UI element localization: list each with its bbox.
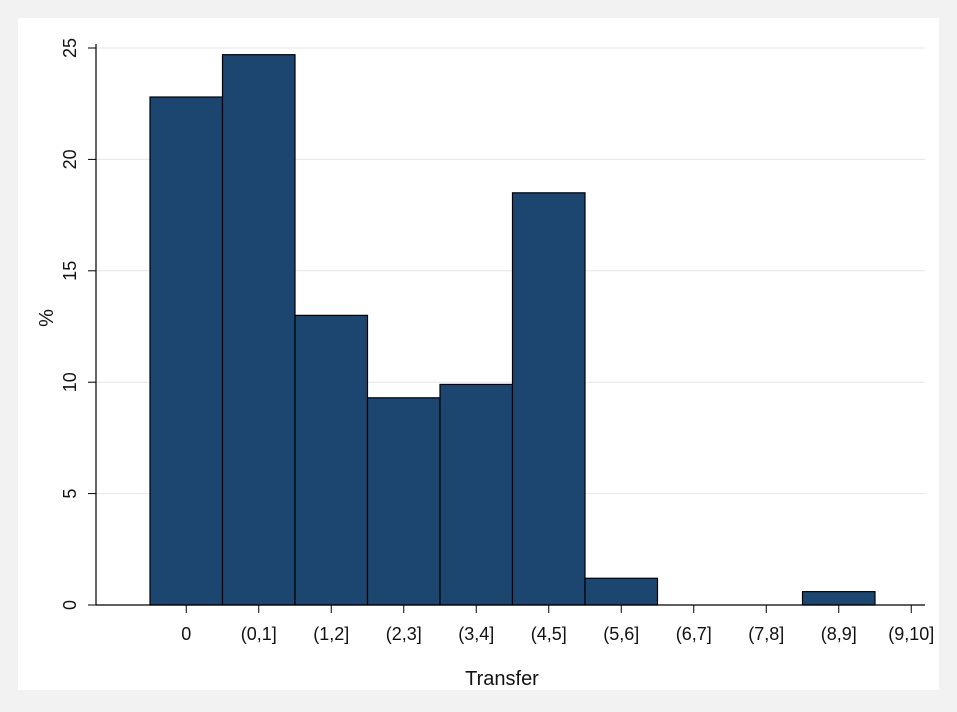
bar-5 xyxy=(511,192,586,606)
x-tick-label: (1,2] xyxy=(313,624,349,644)
bar-4 xyxy=(439,383,514,606)
x-tick-label: (6,7] xyxy=(676,624,712,644)
bar-9 xyxy=(801,591,876,606)
bar-0 xyxy=(149,96,224,606)
x-axis-title: Transfer xyxy=(465,668,539,690)
x-tick-label: (3,4] xyxy=(458,624,494,644)
y-tick-label: 20 xyxy=(60,149,80,169)
x-tick-label: (7,8] xyxy=(748,624,784,644)
x-tick-label: (5,6] xyxy=(603,624,639,644)
bar-2 xyxy=(294,314,369,606)
bars xyxy=(149,54,876,606)
x-tick-label: (4,5] xyxy=(531,624,567,644)
y-tick-label: 5 xyxy=(60,489,80,499)
y-axis-title: % xyxy=(36,309,58,327)
x-tick-label: (2,3] xyxy=(386,624,422,644)
tick-labels: 0 5 10 15 20 25 0 (0,1] (1,2] (2,3] (3,4] (4,5] (5,6… xyxy=(60,38,934,644)
y-tick-label: 0 xyxy=(60,600,80,610)
x-tick-label: (8,9] xyxy=(821,624,857,644)
y-tick-label: 10 xyxy=(60,372,80,392)
axes xyxy=(88,44,925,613)
x-tick-label: 0 xyxy=(181,624,191,644)
bar-6 xyxy=(584,577,659,606)
y-tick-label: 15 xyxy=(60,261,80,281)
bar-3 xyxy=(366,397,441,606)
bar-1 xyxy=(221,54,296,606)
x-tick-label: (9,10] xyxy=(888,624,934,644)
y-tick-label: 25 xyxy=(60,38,80,58)
x-tick-label: (0,1] xyxy=(241,624,277,644)
